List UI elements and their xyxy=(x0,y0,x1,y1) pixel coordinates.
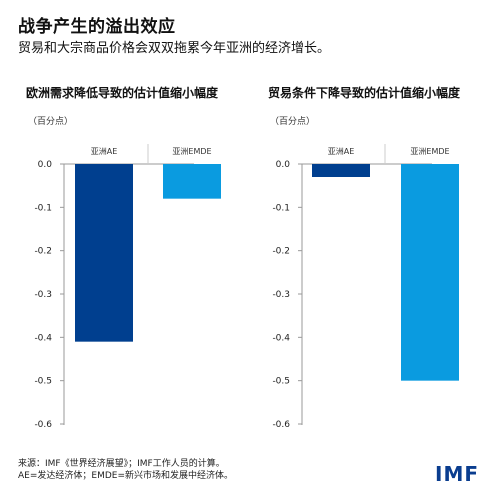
y-tick-label: -0.2 xyxy=(272,247,290,257)
source-note: 来源：IMF《世界经济展望》；IMF工作人员的计算。 AE=发达经济体；EMDE… xyxy=(18,458,233,482)
category-label: 亚洲AE xyxy=(328,147,355,156)
bar-emde xyxy=(401,164,459,381)
y-tick-label: -0.1 xyxy=(272,203,290,213)
source-line-2: AE=发达经济体；EMDE=新兴市场和发展中经济体。 xyxy=(18,471,233,481)
y-tick-label: 0.0 xyxy=(276,160,291,170)
y-tick-label: -0.3 xyxy=(34,290,52,300)
category-label: 亚洲EMDE xyxy=(172,147,211,156)
y-tick-label: -0.4 xyxy=(272,333,290,343)
y-tick-label: -0.3 xyxy=(272,290,290,300)
bar-ae xyxy=(75,164,133,342)
bar-emde xyxy=(163,164,221,199)
source-line-1: 来源：IMF《世界经济展望》；IMF工作人员的计算。 xyxy=(18,459,225,469)
right-panel-title: 贸易条件下降导致的估计值缩小幅度 xyxy=(268,86,461,100)
y-tick-label: -0.1 xyxy=(34,203,52,213)
right-panel-unit: （百分点） xyxy=(270,117,316,127)
y-tick-label: -0.2 xyxy=(34,247,52,257)
category-label: 亚洲EMDE xyxy=(410,147,449,156)
y-tick-label: 0.0 xyxy=(38,160,53,170)
y-tick-label: -0.6 xyxy=(34,420,52,430)
left-panel-unit: （百分点） xyxy=(28,117,74,127)
left-panel-title: 欧洲需求降低导致的估计值缩小幅度 xyxy=(26,86,219,100)
page-subtitle: 贸易和大宗商品价格会双双拖累今年亚洲的经济增长。 xyxy=(18,41,331,56)
y-tick-label: -0.5 xyxy=(272,377,290,387)
y-tick-label: -0.5 xyxy=(34,377,52,387)
bar-ae xyxy=(312,164,370,177)
y-tick-label: -0.6 xyxy=(272,420,290,430)
imf-logo: IMF xyxy=(435,462,480,486)
category-label: 亚洲AE xyxy=(91,147,118,156)
page-title: 战争产生的溢出效应 xyxy=(18,17,176,37)
y-tick-label: -0.4 xyxy=(34,333,52,343)
